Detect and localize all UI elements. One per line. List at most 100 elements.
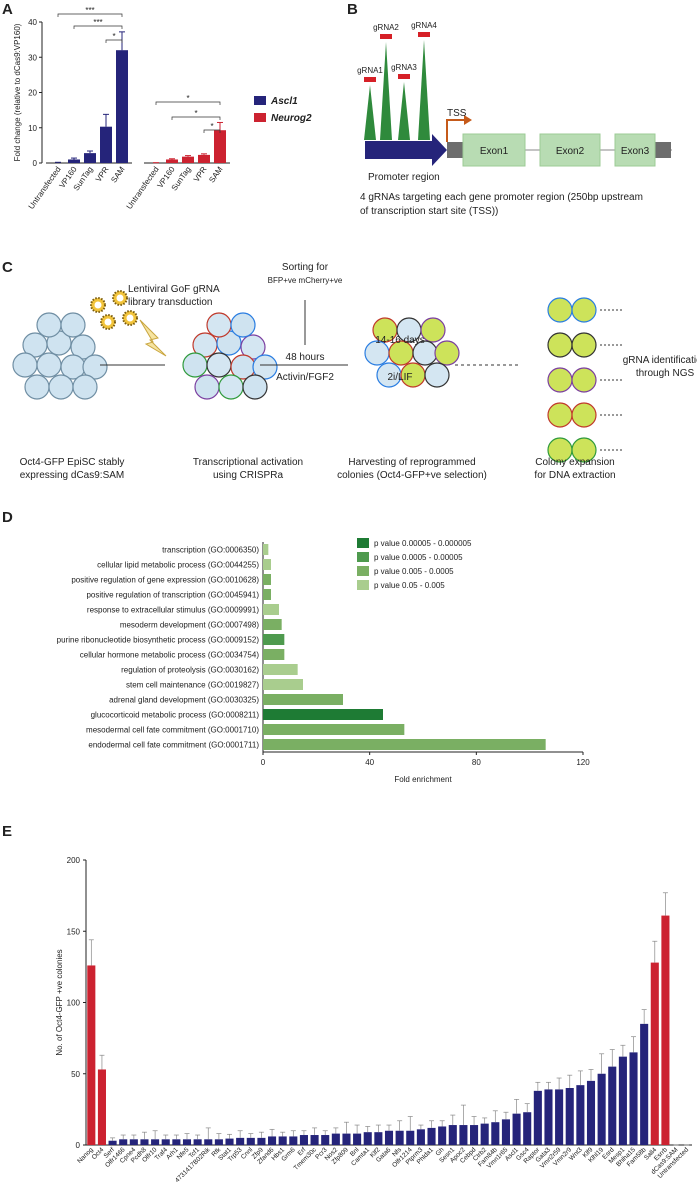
bar bbox=[97, 1069, 106, 1145]
label: Oct4-GFP EpiSC stably bbox=[20, 457, 125, 468]
grna-bar bbox=[398, 74, 410, 79]
label: using CRISPRa bbox=[213, 470, 283, 481]
cell bbox=[420, 317, 446, 343]
label: Colony expansion bbox=[535, 457, 615, 468]
grna-label: gRNA4 bbox=[411, 21, 437, 30]
cell bbox=[36, 352, 62, 378]
label: Sorting for bbox=[282, 262, 329, 273]
bar bbox=[363, 1132, 372, 1145]
label: positive regulation of gene expression (… bbox=[71, 576, 259, 585]
cell bbox=[547, 402, 573, 428]
cell bbox=[571, 297, 597, 323]
grna-bar bbox=[380, 34, 392, 39]
legend-swatch bbox=[357, 552, 369, 562]
label: p value 0.05 - 0.005 bbox=[374, 581, 445, 590]
bar bbox=[608, 1066, 617, 1145]
bar bbox=[384, 1130, 394, 1145]
cell bbox=[182, 352, 208, 378]
label: mesodermal cell fate commitment (GO:0001… bbox=[86, 726, 259, 735]
significance: *** bbox=[85, 6, 94, 15]
bar bbox=[263, 724, 405, 735]
bar bbox=[263, 619, 282, 630]
y-axis-title: No. of Oct4-GFP +ve colonies bbox=[55, 949, 64, 1055]
cell bbox=[194, 374, 220, 400]
virus-core bbox=[94, 301, 102, 309]
bar bbox=[182, 1139, 192, 1145]
label: 4 gRNAs targeting each gene promoter reg… bbox=[360, 192, 643, 203]
cell bbox=[547, 297, 573, 323]
bar bbox=[406, 1130, 415, 1145]
label: library transduction bbox=[128, 297, 212, 308]
panel-letter: A bbox=[2, 1, 13, 18]
label: BFP+ve mCherry+ve bbox=[268, 276, 343, 285]
utr bbox=[447, 142, 463, 158]
cell bbox=[547, 367, 573, 393]
cell bbox=[571, 332, 597, 358]
bar bbox=[119, 1139, 128, 1145]
label: 0 bbox=[76, 1141, 81, 1150]
bar bbox=[533, 1090, 542, 1145]
label: Lentiviral GoF gRNA bbox=[128, 284, 220, 295]
bar bbox=[395, 1130, 404, 1145]
lightning bbox=[139, 319, 167, 357]
cell bbox=[252, 354, 278, 380]
bar bbox=[182, 156, 194, 163]
bar bbox=[342, 1133, 351, 1145]
bar bbox=[416, 1129, 425, 1145]
label: cellular lipid metabolic process (GO:004… bbox=[97, 561, 259, 570]
bar bbox=[640, 1023, 649, 1145]
label: Activin/FGF2 bbox=[276, 372, 334, 383]
cell bbox=[82, 354, 108, 380]
panel-letter: C bbox=[2, 259, 13, 276]
x-tick-label: Untransfected bbox=[125, 165, 161, 211]
panel-letter: D bbox=[2, 509, 13, 526]
label: p value 0.005 - 0.0005 bbox=[374, 567, 454, 576]
grna-peak bbox=[380, 42, 392, 140]
cell bbox=[70, 334, 96, 360]
cell bbox=[242, 374, 268, 400]
exon-label: Exon1 bbox=[480, 146, 509, 157]
bar bbox=[193, 1139, 202, 1145]
bar bbox=[172, 1139, 181, 1145]
x-tick-label: Erf bbox=[297, 1146, 308, 1157]
cell bbox=[60, 312, 86, 338]
label: 20 bbox=[28, 89, 37, 98]
label: 30 bbox=[28, 53, 37, 62]
bar bbox=[161, 1139, 170, 1145]
label: colonies (Oct4-GFP+ve selection) bbox=[337, 470, 487, 481]
label: of transcription start site (TSS)) bbox=[360, 206, 498, 217]
bar bbox=[263, 574, 271, 585]
bar bbox=[470, 1125, 479, 1145]
label: 14-16 days bbox=[375, 335, 424, 346]
cell bbox=[72, 374, 98, 400]
bar bbox=[68, 159, 80, 163]
y-axis-title: Fold change (relative to dCas9:VP160) bbox=[13, 23, 22, 161]
grna-label: gRNA2 bbox=[373, 23, 399, 32]
cell bbox=[206, 312, 232, 338]
significance-bracket bbox=[105, 39, 123, 43]
label: positive regulation of transcription (GO… bbox=[86, 591, 259, 600]
significance: *** bbox=[93, 18, 102, 27]
cell bbox=[218, 374, 244, 400]
bar bbox=[129, 1139, 138, 1145]
bar bbox=[427, 1127, 436, 1145]
bar bbox=[555, 1089, 564, 1145]
cell bbox=[36, 312, 62, 338]
label: Transcriptional activation bbox=[193, 457, 303, 468]
exon-label: Exon2 bbox=[556, 146, 585, 157]
legend-swatch bbox=[254, 113, 266, 122]
cell bbox=[434, 340, 460, 366]
significance: * bbox=[210, 122, 213, 131]
bar bbox=[198, 154, 210, 163]
bar bbox=[214, 130, 226, 163]
bar bbox=[84, 153, 96, 163]
cell bbox=[240, 334, 266, 360]
virus-core bbox=[116, 294, 124, 302]
bar bbox=[501, 1119, 510, 1145]
grna-bar bbox=[364, 77, 376, 82]
label: regulation of proteolysis (GO:0030162) bbox=[121, 666, 259, 675]
virus-core bbox=[126, 314, 134, 322]
x-tick-label: VPR bbox=[94, 165, 111, 184]
bar bbox=[459, 1125, 468, 1145]
bar bbox=[257, 1137, 266, 1145]
